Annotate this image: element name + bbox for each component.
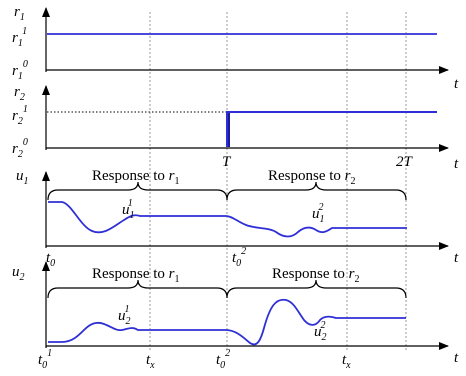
panel-u2-brace-2: [226, 279, 407, 299]
panel-u1-brace-2: [226, 181, 407, 201]
panel-r2-level-low: r20: [12, 137, 28, 160]
panel-u2-tick-tx-2: tx: [342, 352, 351, 371]
panel-r2-tick-T: T: [222, 154, 232, 170]
panel-u1-tick-t0-mid: t02: [232, 246, 246, 269]
panel-u1-y-label: u1: [16, 168, 29, 187]
panel-r2-x-label: t: [454, 156, 459, 172]
panel-u2-brace-2-label: Response to r2: [272, 266, 360, 285]
panel-u2-tick-t0-left: t01: [38, 348, 52, 371]
panel-r1-level-high: r11: [12, 26, 27, 49]
panel-u1-x-label: t: [454, 250, 459, 266]
panel-r2-tick-2T: 2T: [396, 154, 414, 170]
panel-r1-y-label: r1: [14, 4, 25, 23]
panel-u2-brace-1-label: Response to r1: [92, 266, 180, 285]
panel-r2-y-label: r2: [14, 84, 25, 103]
panel-r2: r2 r21 r20 t T 2T: [12, 84, 459, 172]
panel-u2-tick-t0-mid: t02: [216, 348, 230, 371]
panel-r1-x-label: t: [454, 76, 459, 92]
panel-u1-brace-2-label: Response to r2: [268, 168, 356, 187]
panel-u1: u1 t Response to r1 Response to r2 u11 u…: [16, 168, 459, 269]
gridlines: [149, 12, 407, 352]
panel-r2-signal: [226, 111, 437, 147]
panel-u2-annotation-1: u21: [118, 304, 131, 327]
panel-u2: u2 t Response to r1 Response to r2 u21 u…: [12, 261, 459, 371]
panel-u1-tick-t0-left: t0: [46, 250, 55, 269]
panel-u1-brace-1-label: Response to r1: [92, 168, 180, 187]
panel-u2-y-label: u2: [12, 264, 25, 283]
panel-r1: r1 r11 r10 t: [12, 4, 459, 92]
panel-u2-signal: [48, 298, 406, 346]
panel-u2-tick-tx-1: tx: [146, 352, 155, 371]
panel-u1-annotation-2: u12: [312, 202, 325, 225]
panel-u2-annotation-2: u22: [314, 320, 327, 343]
panel-r1-level-low: r10: [12, 59, 28, 82]
panel-u2-brace-1: [47, 279, 228, 299]
panel-u1-signal: [48, 201, 407, 238]
panel-u1-brace-1: [47, 181, 228, 201]
panel-u2-x-label: t: [454, 350, 459, 366]
panel-r2-level-high: r21: [12, 104, 28, 127]
panel-u1-annotation-1: u11: [122, 198, 134, 221]
